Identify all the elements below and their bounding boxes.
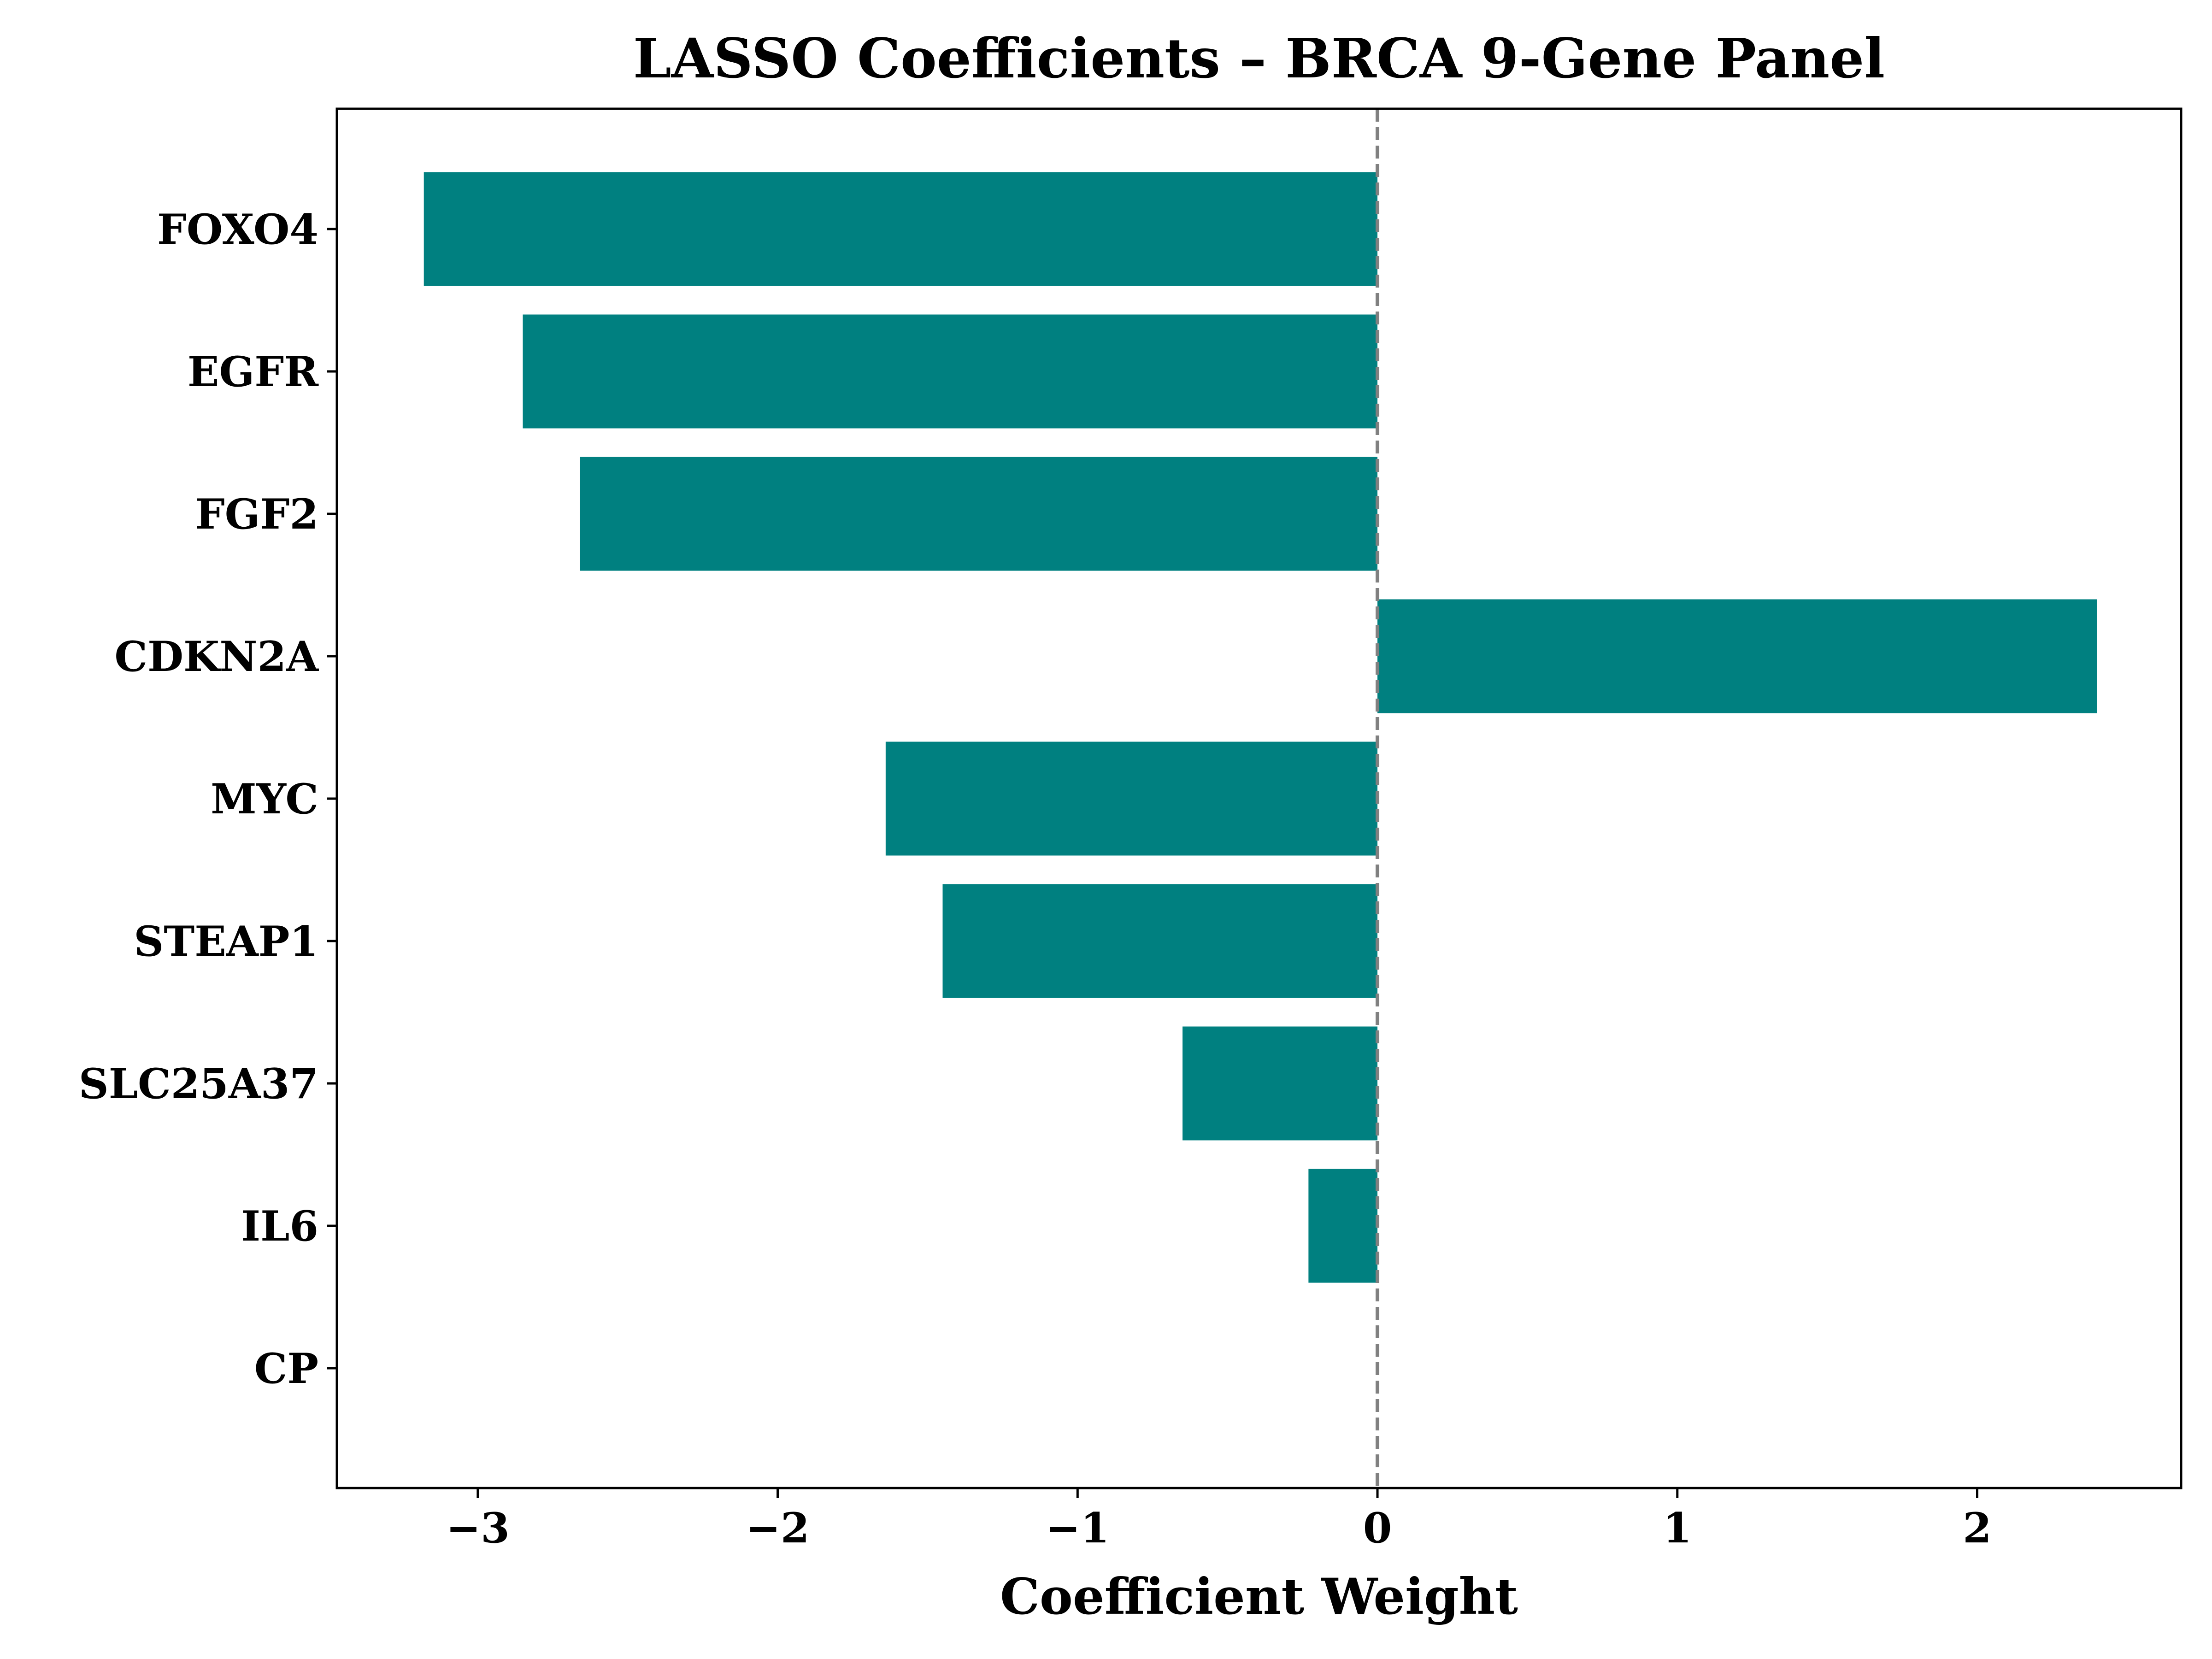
bars-layer [424,172,2097,1283]
x-tick-label: −1 [1046,1504,1109,1553]
x-tick-label: 0 [1363,1504,1392,1553]
bar-steap1 [942,884,1378,998]
y-tick-label-fgf2: FGF2 [195,490,318,539]
y-tick-label-cp: CP [254,1344,318,1393]
x-axis-ticks: −3 −2 −1 0 1 2 [446,1488,1992,1553]
bar-foxo4 [424,172,1378,286]
y-tick-label-steap1: STEAP1 [134,917,318,966]
x-tick-label: −2 [746,1504,810,1553]
x-axis-label: Coefficient Weight [1000,1568,1518,1626]
y-tick-label-slc25a37: SLC25A37 [79,1059,318,1108]
y-axis-ticks: FOXO4 EGFR FGF2 CDKN2A MYC STEAP1 SLC25A37 IL6 C… [79,205,337,1393]
x-tick-label: 2 [1963,1504,1992,1553]
y-tick-label-foxo4: FOXO4 [157,205,318,254]
bar-cdkn2a [1377,599,2097,713]
y-tick-label-il6: IL6 [241,1202,318,1251]
y-tick-label-myc: MYC [211,775,318,824]
chart-title: LASSO Coefficients – BRCA 9-Gene Panel [633,26,1885,90]
bar-slc25a37 [1182,1026,1378,1141]
bar-egfr [523,314,1378,429]
bar-myc [885,741,1378,856]
y-tick-label-egfr: EGFR [188,347,319,396]
bar-il6 [1308,1169,1378,1283]
y-tick-label-cdkn2a: CDKN2A [114,632,319,681]
x-tick-label: 1 [1663,1504,1692,1553]
bar-fgf2 [580,457,1378,571]
x-tick-label: −3 [446,1504,510,1553]
